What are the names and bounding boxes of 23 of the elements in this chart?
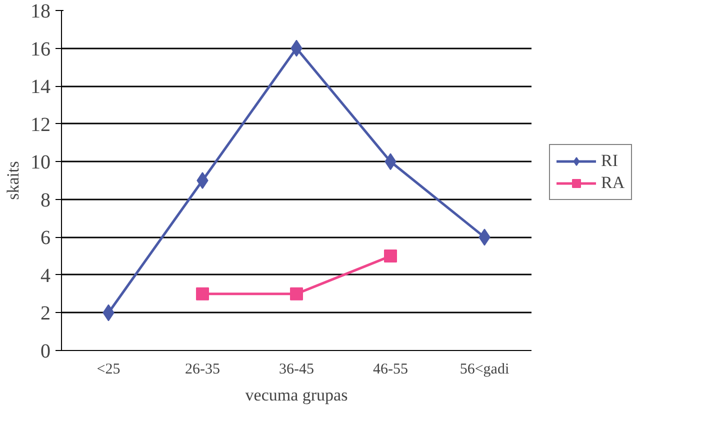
y-tick-label: 6 xyxy=(40,227,50,250)
x-tick-label: <25 xyxy=(96,362,120,378)
point xyxy=(384,250,397,263)
point xyxy=(290,287,303,300)
legend-label: RI xyxy=(601,150,619,170)
y-tick-label: 14 xyxy=(30,76,50,98)
y-tick-label: 18 xyxy=(30,0,50,22)
y-tick-label: 12 xyxy=(30,114,50,136)
y-tick-label: 16 xyxy=(30,38,50,60)
y-tick-label: 2 xyxy=(40,302,50,325)
point xyxy=(196,287,209,300)
x-axis-title: vecuma grupas xyxy=(245,386,348,404)
x-tick-label: 36-45 xyxy=(279,362,314,378)
legend-label: RA xyxy=(601,172,625,192)
x-tick-label: 46-55 xyxy=(373,362,408,378)
y-tick-label: 0 xyxy=(40,340,50,362)
point xyxy=(196,172,208,189)
y-tick-label: 8 xyxy=(40,189,50,212)
x-tick-label: 26-35 xyxy=(185,362,220,378)
y-tick-label: 4 xyxy=(40,264,50,287)
x-tick-label: 56<gadi xyxy=(460,362,510,378)
y-tick-label: 10 xyxy=(30,152,50,174)
y-axis-title: skaits xyxy=(4,161,22,200)
